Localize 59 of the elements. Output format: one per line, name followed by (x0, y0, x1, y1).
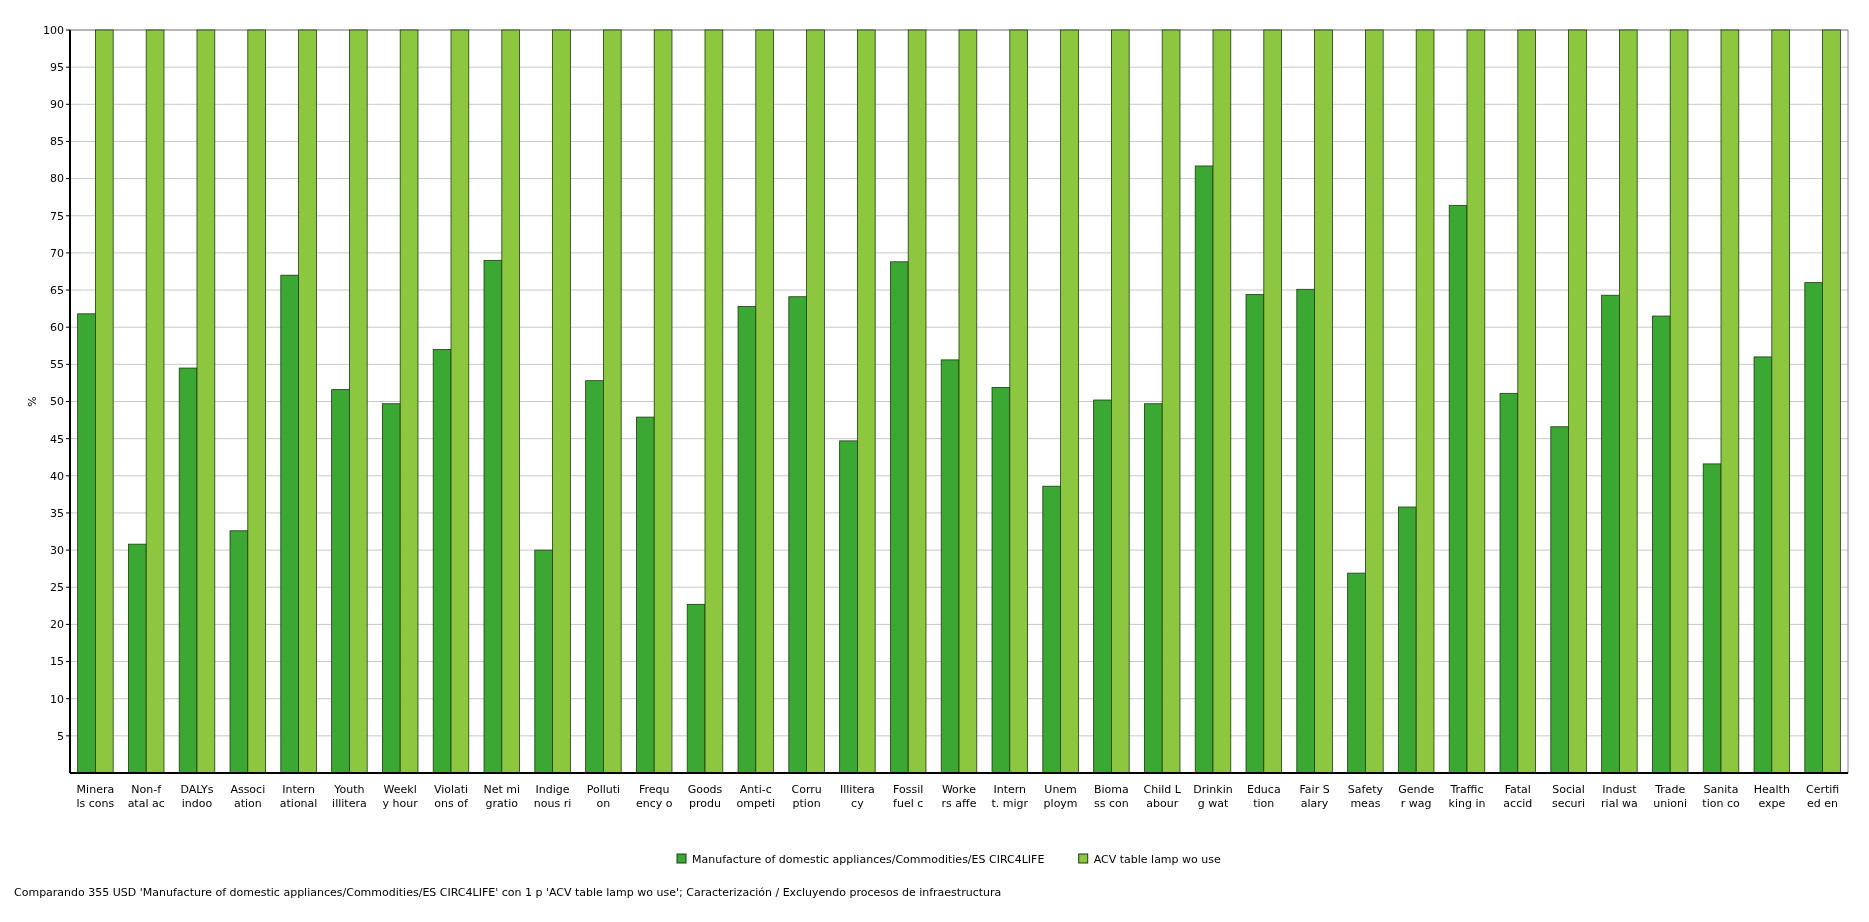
y-tick-label: 20 (50, 618, 64, 632)
x-tick-label: Worke rs affe (941, 783, 977, 810)
x-tick-label: Traffic king in (1448, 783, 1486, 810)
y-tick-label: 75 (50, 209, 64, 223)
y-tick-label: 10 (50, 692, 64, 706)
y-tick-label: 80 (50, 172, 64, 186)
x-tick-label: Intern ational (279, 783, 318, 810)
y-tick-label: 90 (50, 98, 64, 112)
y-tick-label: 25 (50, 581, 64, 595)
x-tick-label: Fatal accid (1503, 783, 1533, 810)
x-tick-label: Educa tion (1246, 783, 1281, 810)
x-tick-label: Certifi ed en (1805, 783, 1840, 810)
y-tick-label: 35 (50, 506, 64, 520)
y-tick-label: 70 (50, 246, 64, 260)
y-axis-title: % (26, 396, 39, 407)
y-tick-label: 30 (50, 543, 64, 557)
y-tick-label: 65 (50, 283, 64, 297)
x-tick-label: Gende r wag (1398, 783, 1435, 810)
x-tick-label: Drinkin g wat (1193, 783, 1233, 810)
x-tick-label: Net mi gratio (483, 783, 521, 810)
y-tick-label: 60 (50, 321, 64, 335)
x-tick-label: Weekl y hour (382, 783, 419, 810)
x-tick-label: Polluti on (586, 783, 621, 810)
x-tick-label: Minera ls cons (76, 783, 115, 810)
text: Comparando 355 USD 'Manufacture of domestic appliances/Commodities/ES CIRC4LIFE' con 1 p 'ACV table lamp wo use'; Caracterización / Excluyendo procesos de infraestructura (14, 886, 1002, 899)
x-tick-label: Social securi (1552, 783, 1586, 810)
x-tick-label: Bioma ss con (1094, 783, 1129, 810)
y-tick-label: 5 (57, 729, 64, 743)
y-tick-label: 95 (50, 61, 64, 74)
x-tick-label: Fossil fuel c (893, 783, 924, 810)
x-tick-label: Youth illitera (332, 783, 367, 810)
y-tick-label: 45 (50, 432, 64, 446)
y-tick-label: 50 (50, 395, 64, 409)
y-tick-label: 85 (50, 135, 64, 149)
x-tick-label: Non-f atal ac (127, 783, 165, 810)
x-tick-label: Anti-c ompeti (736, 783, 776, 810)
x-tick-label: Corru ption (791, 783, 822, 810)
x-tick-label: Child L abour (1143, 783, 1182, 810)
x-tick-label: Sanita tion co (1702, 783, 1740, 810)
x-tick-label: Frequ ency o (635, 783, 673, 810)
x-tick-label: Safety meas (1347, 783, 1384, 810)
legend-label: Manufacture of domestic appliances/Commodities/ES CIRC4LIFE (692, 853, 1045, 866)
legend-label: ACV table lamp wo use (1093, 853, 1222, 866)
y-tick-label: 55 (50, 358, 64, 372)
x-tick-label: Health expe (1753, 783, 1790, 810)
x-tick-label: Illitera cy (840, 783, 875, 810)
x-tick-label: Intern t. migr (991, 783, 1029, 810)
x-tick-label: Violati ons of (433, 783, 469, 810)
y-tick-label: 15 (50, 655, 64, 669)
x-tick-label: Associ ation (230, 783, 266, 810)
x-tick-label: Unem ploym (1043, 783, 1078, 810)
x-tick-label: Indust rial wa (1601, 783, 1638, 810)
x-tick-label: DALYs indoo (180, 783, 214, 810)
x-tick-label: Goods produ (687, 783, 723, 810)
y-tick-label: 40 (50, 469, 64, 483)
x-tick-label: Indige nous ri (533, 783, 572, 810)
y-tick-label: 100 (43, 23, 64, 37)
x-tick-label: Trade unioni (1653, 783, 1688, 810)
x-tick-label: Fair S alary (1299, 783, 1330, 810)
